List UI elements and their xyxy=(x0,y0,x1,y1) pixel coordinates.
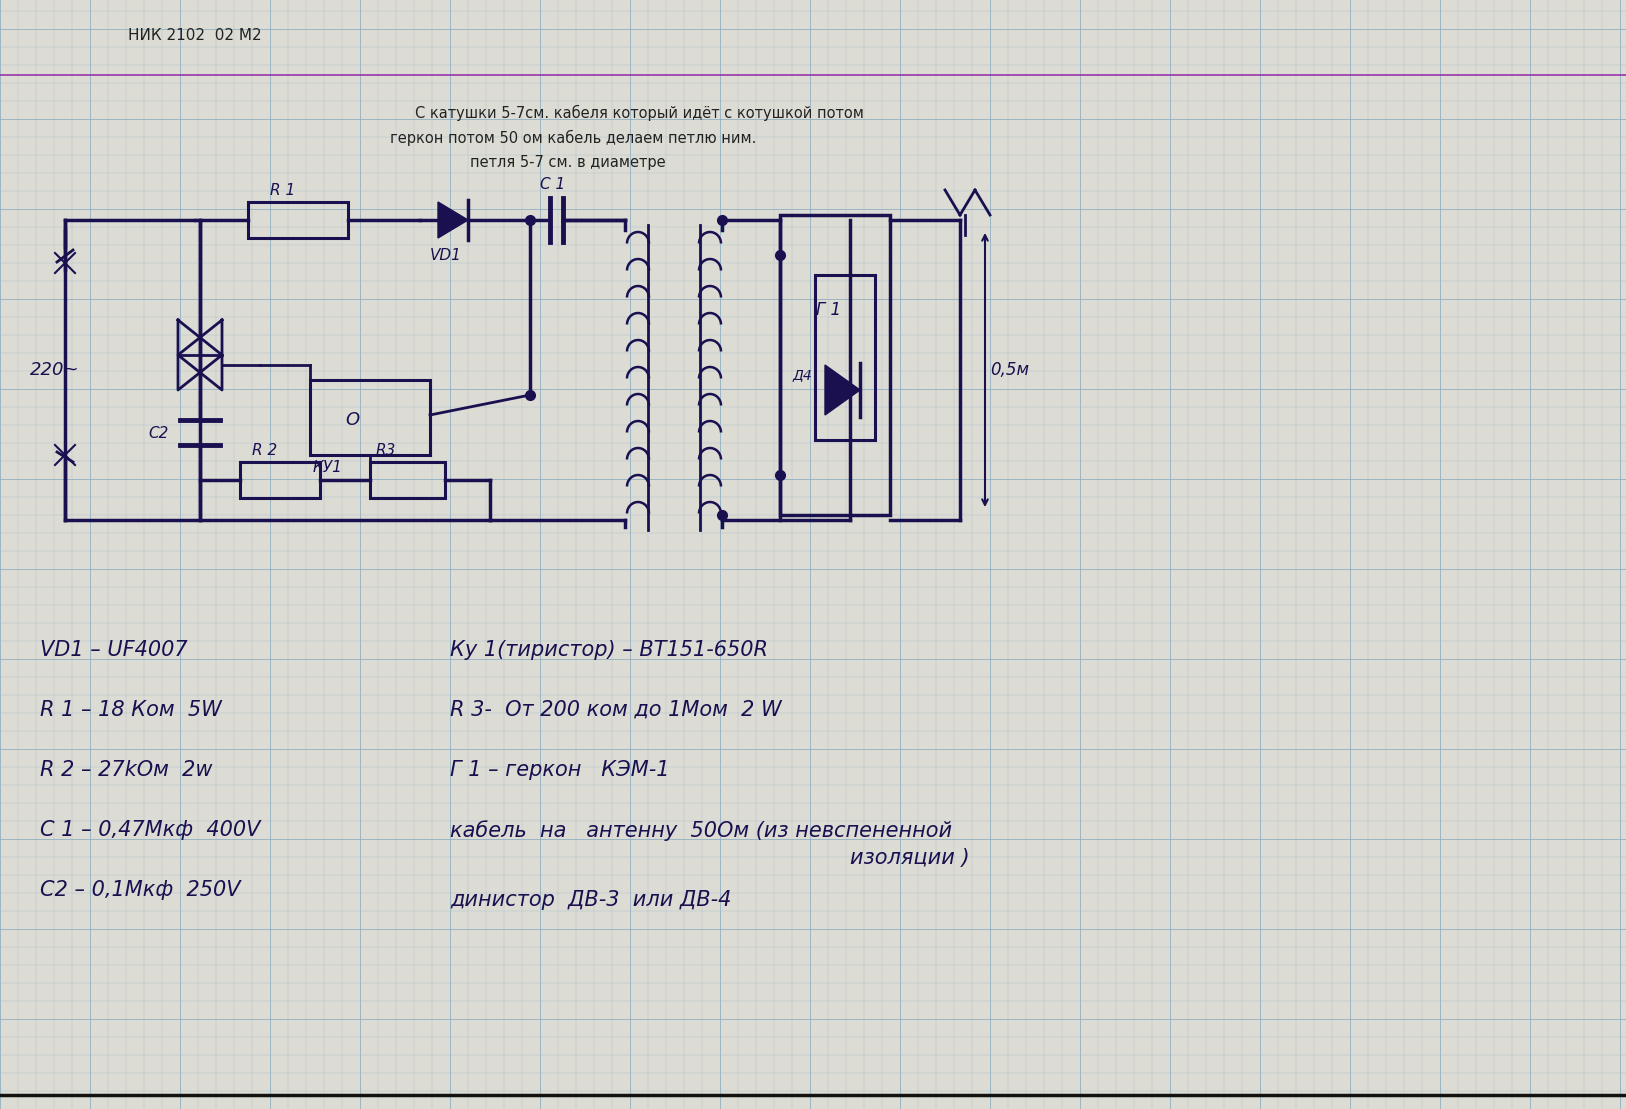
Text: R 1 – 18 Ком  5W: R 1 – 18 Ком 5W xyxy=(41,700,221,720)
Text: C2: C2 xyxy=(148,427,169,441)
Text: R3: R3 xyxy=(376,442,397,458)
Text: 0,5м: 0,5м xyxy=(990,362,1029,379)
Text: С катушки 5-7см. кабеля который идёт с котушкой потом: С катушки 5-7см. кабеля который идёт с к… xyxy=(415,105,863,121)
Text: Ку 1(тиристор) – ВТ151-650R: Ку 1(тиристор) – ВТ151-650R xyxy=(450,640,767,660)
Text: VD1: VD1 xyxy=(429,248,462,263)
Text: Г 1: Г 1 xyxy=(816,301,841,319)
Text: C 1: C 1 xyxy=(540,177,566,192)
Text: C2 – 0,1Мкф  250V: C2 – 0,1Мкф 250V xyxy=(41,881,241,901)
Polygon shape xyxy=(824,365,860,415)
Bar xyxy=(241,462,320,498)
Text: динистор  ДВ-3  или ДВ-4: динистор ДВ-3 или ДВ-4 xyxy=(450,891,732,910)
Text: петля 5-7 см. в диаметре: петля 5-7 см. в диаметре xyxy=(470,155,665,170)
Text: R 1: R 1 xyxy=(270,183,296,199)
Text: Д4: Д4 xyxy=(793,368,813,381)
Text: КУ1: КУ1 xyxy=(312,460,343,475)
Text: R 3-  От 200 ком до 1Мом  2 W: R 3- От 200 ком до 1Мом 2 W xyxy=(450,700,782,720)
Text: R 2: R 2 xyxy=(252,442,278,458)
Bar xyxy=(815,275,875,440)
Text: VD1 – UF4007: VD1 – UF4007 xyxy=(41,640,187,660)
Text: Г 1 – геркон   КЭМ-1: Г 1 – геркон КЭМ-1 xyxy=(450,760,670,780)
Text: геркон потом 50 ом кабель делаем петлю ним.: геркон потом 50 ом кабель делаем петлю н… xyxy=(390,130,756,146)
Text: 220~: 220~ xyxy=(29,362,80,379)
Bar xyxy=(371,462,446,498)
Text: R 2 – 27kОм  2w: R 2 – 27kОм 2w xyxy=(41,760,213,780)
Polygon shape xyxy=(437,202,468,238)
Text: C 1 – 0,47Мкф  400V: C 1 – 0,47Мкф 400V xyxy=(41,820,260,840)
Bar xyxy=(249,202,348,238)
Bar xyxy=(311,380,429,455)
Text: НИК 2102  02 М2: НИК 2102 02 М2 xyxy=(128,28,262,43)
Bar xyxy=(780,215,889,515)
Text: кабель  на   антенну  50Ом (из невспененной: кабель на антенну 50Ом (из невспененной xyxy=(450,820,953,841)
Text: O: O xyxy=(345,411,359,429)
Text: изоляции ): изоляции ) xyxy=(850,848,969,868)
